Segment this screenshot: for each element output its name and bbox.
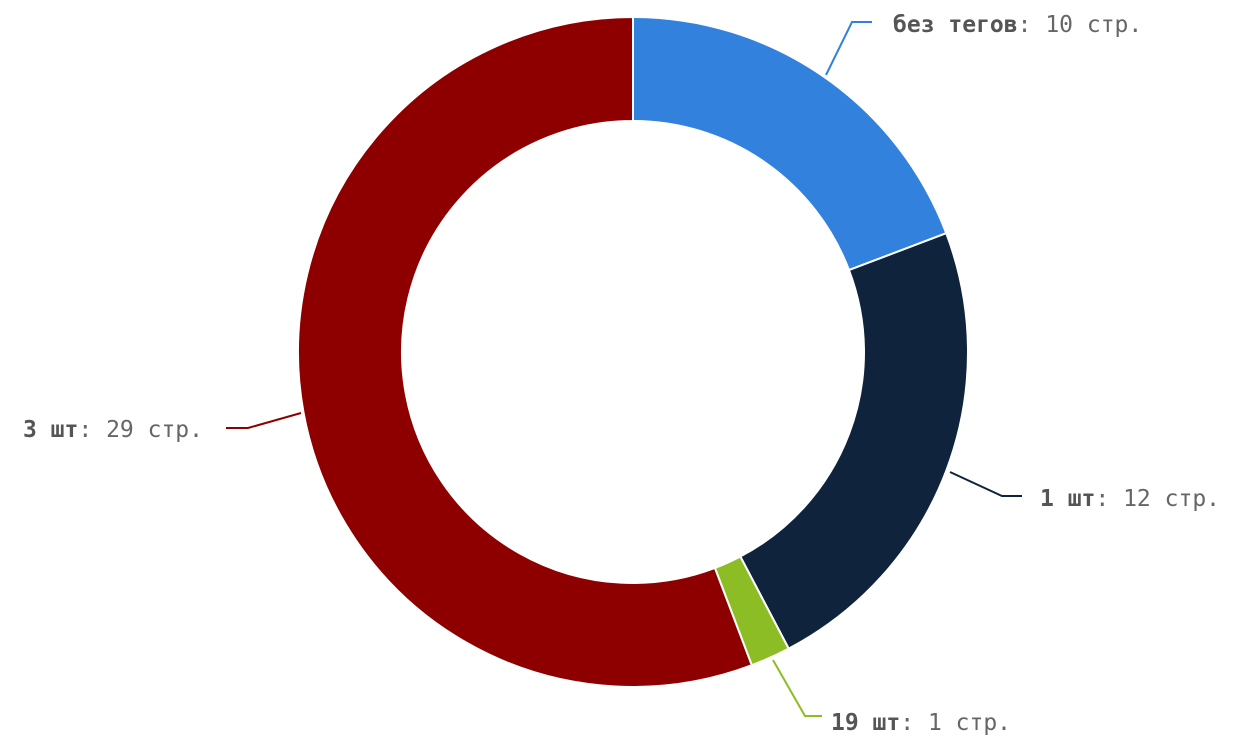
slice-label-value: : 12 стр. [1095,486,1220,512]
slice-label-3: 3 шт: 29 стр. [23,417,203,443]
leader-line-2 [772,659,822,717]
slice-label-name: без тегов [893,12,1018,38]
leader-line-3 [226,412,302,429]
labels-group: без тегов: 10 стр. 1 шт: 12 стр. 19 шт: 1 … [23,12,1220,736]
slice-1 [739,232,969,650]
slice-label-1: 1 шт: 12 стр. [1040,486,1220,512]
leader-line-1 [949,471,1022,497]
leaders-group [226,21,1022,717]
slice-3 [297,16,753,688]
slice-label-value: : 29 стр. [78,417,203,443]
slice-label-value: : 10 стр. [1018,12,1143,38]
slice-label-name: 1 шт [1040,486,1095,512]
slice-label-value: : 1 стр. [900,710,1011,736]
slice-label-2: 19 шт: 1 стр. [831,710,1011,736]
slice-label-0: без тегов: 10 стр. [893,12,1142,38]
slice-label-name: 19 шт [831,710,900,736]
slices-group [297,16,969,688]
slice-label-name: 3 шт [23,417,78,443]
slice-0 [632,16,948,272]
leader-line-0 [825,21,872,76]
